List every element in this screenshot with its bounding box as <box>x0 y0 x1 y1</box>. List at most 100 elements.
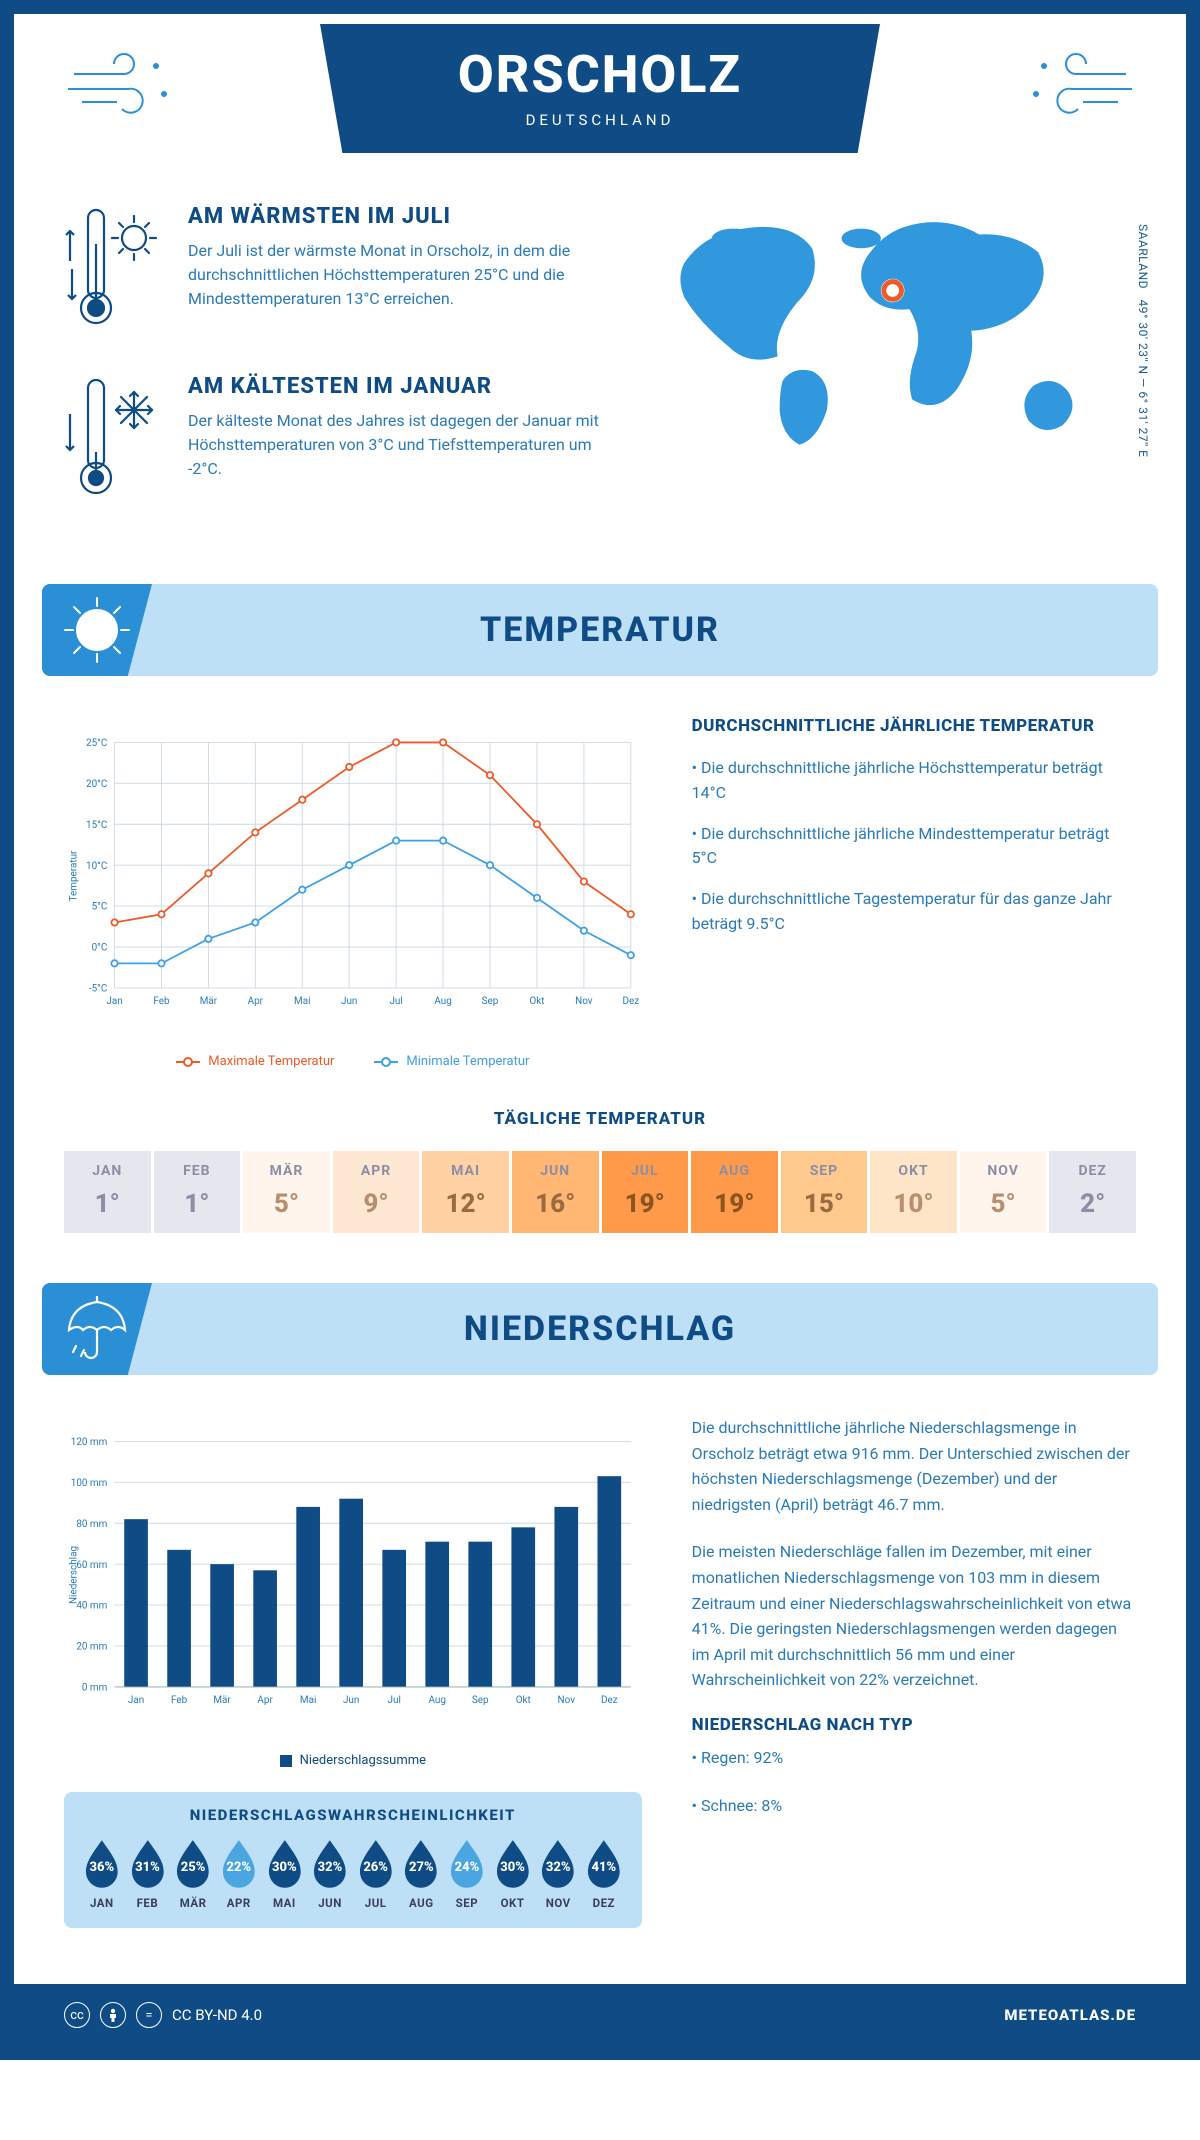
probability-drop: 31% FEB <box>126 1836 170 1910</box>
svg-text:Jun: Jun <box>343 1695 359 1706</box>
temp-cell: SEP15° <box>781 1151 868 1233</box>
sun-icon <box>42 584 152 676</box>
license-text: CC BY-ND 4.0 <box>172 2006 262 2024</box>
svg-text:25°C: 25°C <box>86 738 107 749</box>
svg-text:Okt: Okt <box>516 1695 531 1706</box>
svg-text:Nov: Nov <box>558 1695 576 1706</box>
svg-text:Feb: Feb <box>171 1695 188 1706</box>
svg-text:Apr: Apr <box>248 996 264 1007</box>
summary-title: DURCHSCHNITTLICHE JÄHRLICHE TEMPERATUR <box>692 716 1136 736</box>
probability-drop: 24% SEP <box>445 1836 489 1910</box>
svg-text:100 mm: 100 mm <box>71 1478 108 1489</box>
svg-text:-5°C: -5°C <box>89 984 107 995</box>
svg-text:120 mm: 120 mm <box>71 1437 108 1448</box>
svg-text:40 mm: 40 mm <box>76 1601 107 1612</box>
temp-cell: JUN16° <box>512 1151 599 1233</box>
probability-drop: 25% MÄR <box>171 1836 215 1910</box>
temp-cell: MÄR5° <box>243 1151 330 1233</box>
probability-drop: 32% NOV <box>536 1836 580 1910</box>
thermometer-sun-icon <box>64 204 164 338</box>
summary-para: Die durchschnittliche jährliche Niedersc… <box>692 1415 1136 1517</box>
type-bullet: • Regen: 92% <box>692 1745 1136 1771</box>
svg-text:Niederschlag: Niederschlag <box>69 1546 80 1604</box>
coords-label: SAARLAND 49° 30' 23'' N — 6° 31' 27'' E <box>1136 224 1150 458</box>
svg-text:Jan: Jan <box>128 1695 144 1706</box>
type-bullet: • Schnee: 8% <box>692 1793 1136 1819</box>
fact-warm-title: AM WÄRMSTEN IM JULI <box>188 204 605 229</box>
svg-text:60 mm: 60 mm <box>76 1560 107 1571</box>
wind-icon <box>64 44 184 128</box>
probability-drop: 36% JAN <box>80 1836 124 1910</box>
summary-bullet: • Die durchschnittliche Tagestemperatur … <box>692 887 1136 937</box>
svg-text:80 mm: 80 mm <box>76 1519 107 1530</box>
svg-text:0°C: 0°C <box>92 943 108 954</box>
svg-text:Feb: Feb <box>153 996 170 1007</box>
chart-legend: Niederschlagssumme <box>64 1753 642 1768</box>
wind-icon <box>1016 44 1136 128</box>
svg-text:Aug: Aug <box>434 996 451 1007</box>
precipitation-probability-box: NIEDERSCHLAGSWAHRSCHEINLICHKEIT 36% JAN … <box>64 1792 642 1928</box>
svg-text:Mär: Mär <box>213 1695 231 1706</box>
probability-drop: 30% MAI <box>263 1836 307 1910</box>
temperature-summary: DURCHSCHNITTLICHE JÄHRLICHE TEMPERATUR •… <box>692 716 1136 1069</box>
by-icon <box>100 2002 126 2028</box>
svg-text:Sep: Sep <box>472 1695 489 1706</box>
temp-cell: JAN1° <box>64 1151 151 1233</box>
fact-warmest: AM WÄRMSTEN IM JULI Der Juli ist der wär… <box>64 204 605 338</box>
nd-icon: = <box>136 2002 162 2028</box>
temperature-line-chart: -5°C0°C5°C10°C15°C20°C25°CJanFebMärAprMa… <box>64 716 642 1069</box>
section-header-temperature: TEMPERATUR <box>42 584 1158 676</box>
precipitation-summary: Die durchschnittliche jährliche Niedersc… <box>692 1415 1136 1928</box>
daily-temperature-table: TÄGLICHE TEMPERATUR JAN1°FEB1°MÄR5°APR9°… <box>14 1089 1186 1283</box>
section-title: TEMPERATUR <box>152 610 1158 650</box>
svg-text:Mai: Mai <box>294 996 310 1007</box>
world-map-icon <box>645 204 1136 460</box>
svg-text:Dez: Dez <box>622 996 639 1007</box>
page-subtitle: DEUTSCHLAND <box>320 111 880 129</box>
cc-icon: cc <box>64 2002 90 2028</box>
section-title: NIEDERSCHLAG <box>152 1309 1158 1349</box>
temp-cell: DEZ2° <box>1049 1151 1136 1233</box>
summary-bullet: • Die durchschnittliche jährliche Höchst… <box>692 756 1136 806</box>
svg-text:Okt: Okt <box>529 996 544 1007</box>
svg-text:Mär: Mär <box>200 996 218 1007</box>
probability-drop: 30% OKT <box>491 1836 535 1910</box>
temp-cell: FEB1° <box>154 1151 241 1233</box>
precipitation-bar-chart: 0 mm 20 mm 40 mm 60 mm 80 mm 100 mm 120 mm Nied… <box>64 1415 642 1768</box>
temp-cell: NOV5° <box>960 1151 1047 1233</box>
fact-warm-text: Der Juli ist der wärmste Monat in Orscho… <box>188 239 605 311</box>
svg-text:Aug: Aug <box>429 1695 446 1706</box>
svg-text:Nov: Nov <box>575 996 593 1007</box>
fact-cold-title: AM KÄLTESTEN IM JANUAR <box>188 374 605 399</box>
section-header-precipitation: NIEDERSCHLAG <box>42 1283 1158 1375</box>
temp-cell: MAI12° <box>422 1151 509 1233</box>
svg-text:15°C: 15°C <box>86 820 107 831</box>
svg-text:Jul: Jul <box>388 1695 401 1706</box>
summary-bullet: • Die durchschnittliche jährliche Mindes… <box>692 822 1136 872</box>
svg-text:Jun: Jun <box>341 996 357 1007</box>
svg-text:Temperatur: Temperatur <box>69 850 80 901</box>
type-title: NIEDERSCHLAG NACH TYP <box>692 1715 1136 1735</box>
temp-cell: JUL19° <box>602 1151 689 1233</box>
temp-cell: APR9° <box>333 1151 420 1233</box>
temp-cell: AUG19° <box>691 1151 778 1233</box>
summary-para: Die meisten Niederschläge fallen im Deze… <box>692 1539 1136 1693</box>
box-title: NIEDERSCHLAGSWAHRSCHEINLICHKEIT <box>80 1806 626 1824</box>
footer: cc = CC BY-ND 4.0 METEOATLAS.DE <box>14 1984 1186 2046</box>
svg-text:Mai: Mai <box>300 1695 316 1706</box>
title-banner: ORSCHOLZ DEUTSCHLAND <box>320 24 880 153</box>
svg-text:Dez: Dez <box>601 1695 618 1706</box>
umbrella-icon <box>42 1283 152 1375</box>
svg-text:5°C: 5°C <box>92 902 108 913</box>
header: ORSCHOLZ DEUTSCHLAND <box>14 14 1186 174</box>
chart-legend: Maximale Temperatur Minimale Temperatur <box>64 1054 642 1069</box>
fact-coldest: AM KÄLTESTEN IM JANUAR Der kälteste Mona… <box>64 374 605 508</box>
svg-text:0 mm: 0 mm <box>82 1683 108 1694</box>
svg-text:10°C: 10°C <box>86 861 107 872</box>
svg-text:Apr: Apr <box>257 1695 273 1706</box>
svg-text:20 mm: 20 mm <box>76 1642 107 1653</box>
probability-drop: 26% JUL <box>354 1836 398 1910</box>
page-title: ORSCHOLZ <box>320 44 880 105</box>
svg-text:Jan: Jan <box>106 996 122 1007</box>
table-title: TÄGLICHE TEMPERATUR <box>64 1109 1136 1129</box>
